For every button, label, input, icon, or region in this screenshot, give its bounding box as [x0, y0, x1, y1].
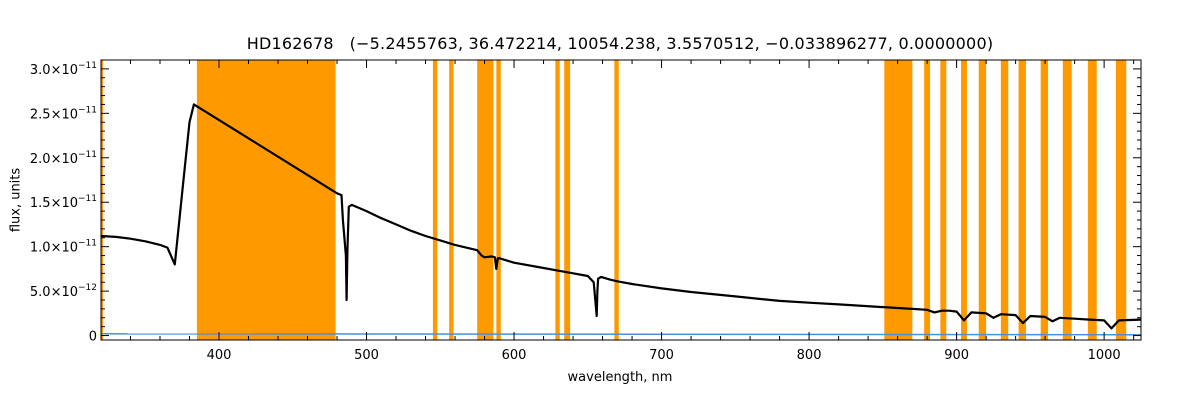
masked-band-1 — [196, 60, 336, 340]
masked-band-16 — [1040, 60, 1049, 340]
y-tick-label-1: 5.0×10−12 — [30, 283, 97, 300]
x-axis-label: wavelength, nm — [567, 370, 673, 385]
y-tick-label-0: 0 — [89, 330, 97, 345]
masked-band-10 — [924, 60, 931, 340]
x-tick-label-6: 1000 — [1088, 348, 1121, 363]
y-axis-label: flux, units — [8, 167, 24, 233]
masked-band-18 — [1087, 60, 1097, 340]
plot-frame — [100, 59, 1142, 341]
axis-ticks: 400 500 600 700 800 900 1000 0 5.0×10−12 1.0×10−1… — [30, 60, 1141, 363]
y-tick-label-5: 2.5×10−11 — [30, 105, 97, 122]
y-tick-label-3: 1.5×10−11 — [30, 194, 97, 211]
masked-band-0 — [101, 60, 103, 340]
masked-band-11 — [940, 60, 947, 340]
x-tick-label-2: 600 — [502, 348, 527, 363]
masked-band-15 — [1018, 60, 1026, 340]
masked-band-5 — [496, 60, 501, 340]
x-tick-label-0: 400 — [207, 348, 232, 363]
masked-band-6 — [555, 60, 560, 340]
masked-bands — [101, 60, 1127, 340]
x-tick-label-1: 500 — [354, 348, 379, 363]
y-tick-label-6: 3.0×10−11 — [30, 61, 97, 78]
x-tick-label-3: 700 — [649, 348, 674, 363]
masked-band-19 — [1115, 60, 1127, 340]
masked-band-14 — [1000, 60, 1009, 340]
masked-band-7 — [564, 60, 571, 340]
series-line-1 — [100, 333, 1142, 336]
y-tick-label-4: 2.0×10−11 — [30, 150, 97, 167]
masked-band-9 — [884, 60, 913, 340]
series-line-0 — [100, 103, 1142, 330]
y-tick-label-2: 1.0×10−11 — [30, 239, 97, 256]
masked-band-17 — [1062, 60, 1072, 340]
series-layer — [100, 103, 1142, 336]
masked-band-12 — [961, 60, 967, 340]
chart-title: HD162678 (−5.2455763, 36.472214, 10054.2… — [246, 34, 994, 53]
masked-band-13 — [978, 60, 987, 340]
masked-band-4 — [477, 60, 494, 340]
masked-band-2 — [432, 60, 438, 340]
x-tick-label-5: 900 — [944, 348, 969, 363]
x-tick-label-4: 800 — [797, 348, 822, 363]
masked-band-8 — [614, 60, 619, 340]
masked-band-3 — [449, 60, 454, 340]
